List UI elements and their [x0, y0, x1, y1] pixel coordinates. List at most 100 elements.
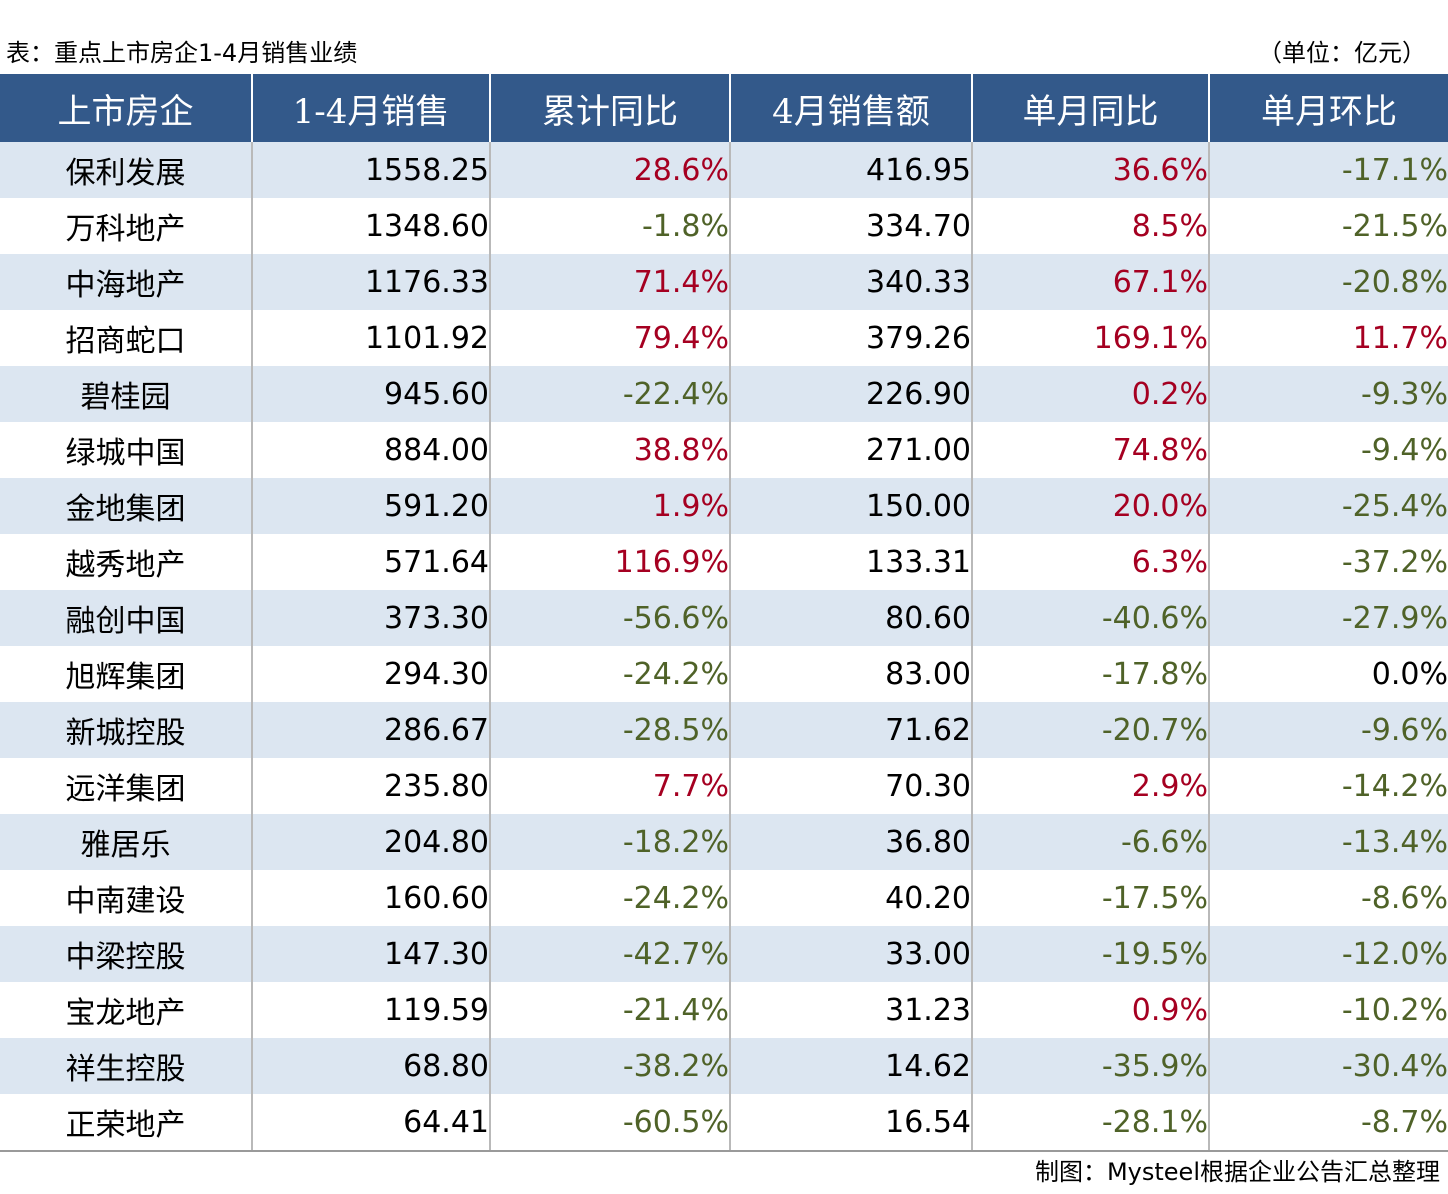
table-row: 宝龙地产 119.59 -21.4% 31.23 0.9% -10.2% [0, 982, 1448, 1038]
apr-sales-cell: 83.00 [729, 646, 972, 702]
apr-mom-cell: -13.4% [1208, 814, 1448, 870]
apr-yoy-cell: 8.5% [971, 198, 1209, 254]
ytd-sales-cell: 64.41 [251, 1094, 490, 1152]
ytd-sales-cell: 1176.33 [251, 254, 490, 310]
table-row: 新城控股 286.67 -28.5% 71.62 -20.7% -9.6% [0, 702, 1448, 758]
header-company: 上市房企 [0, 74, 252, 142]
apr-mom-cell: -9.3% [1208, 366, 1448, 422]
ytd-sales-cell: 884.00 [251, 422, 490, 478]
ytd-yoy-cell: -42.7% [489, 926, 730, 982]
apr-mom-cell: 0.0% [1208, 646, 1448, 702]
table-title: 表：重点上市房企1-4月销售业绩 [6, 39, 358, 67]
apr-yoy-cell: -19.5% [971, 926, 1209, 982]
apr-yoy-cell: -35.9% [971, 1038, 1209, 1094]
apr-mom-cell: -25.4% [1208, 478, 1448, 534]
unit-label: （单位：亿元） [1258, 39, 1426, 67]
company-cell: 宝龙地产 [0, 982, 252, 1038]
table-row: 保利发展 1558.25 28.6% 416.95 36.6% -17.1% [0, 142, 1448, 198]
ytd-sales-cell: 591.20 [251, 478, 490, 534]
ytd-yoy-cell: -22.4% [489, 366, 730, 422]
company-cell: 中梁控股 [0, 926, 252, 982]
apr-yoy-cell: 0.2% [971, 366, 1209, 422]
company-cell: 绿城中国 [0, 422, 252, 478]
table-row: 旭辉集团 294.30 -24.2% 83.00 -17.8% 0.0% [0, 646, 1448, 702]
apr-sales-cell: 16.54 [729, 1094, 972, 1152]
apr-sales-cell: 416.95 [729, 142, 972, 198]
ytd-yoy-cell: -24.2% [489, 870, 730, 926]
company-cell: 招商蛇口 [0, 310, 252, 366]
table-row: 越秀地产 571.64 116.9% 133.31 6.3% -37.2% [0, 534, 1448, 590]
table-caption: 表：重点上市房企1-4月销售业绩 （单位：亿元） [0, 34, 1448, 72]
apr-mom-cell: -20.8% [1208, 254, 1448, 310]
company-cell: 保利发展 [0, 142, 252, 198]
ytd-sales-cell: 204.80 [251, 814, 490, 870]
ytd-yoy-cell: 1.9% [489, 478, 730, 534]
ytd-yoy-cell: 71.4% [489, 254, 730, 310]
apr-sales-cell: 33.00 [729, 926, 972, 982]
table-row: 雅居乐 204.80 -18.2% 36.80 -6.6% -13.4% [0, 814, 1448, 870]
company-cell: 旭辉集团 [0, 646, 252, 702]
apr-mom-cell: 11.7% [1208, 310, 1448, 366]
header-apr-sales: 4月销售额 [729, 74, 972, 142]
source-note: 制图：Mysteel根据企业公告汇总整理 [1034, 1158, 1440, 1186]
apr-sales-cell: 31.23 [729, 982, 972, 1038]
ytd-yoy-cell: -1.8% [489, 198, 730, 254]
apr-yoy-cell: 20.0% [971, 478, 1209, 534]
apr-yoy-cell: -20.7% [971, 702, 1209, 758]
apr-sales-cell: 36.80 [729, 814, 972, 870]
table-row: 万科地产 1348.60 -1.8% 334.70 8.5% -21.5% [0, 198, 1448, 254]
table-row: 中梁控股 147.30 -42.7% 33.00 -19.5% -12.0% [0, 926, 1448, 982]
sales-table: 上市房企 1-4月销售 累计同比 4月销售额 单月同比 单月环比 保利发展 155… [0, 74, 1448, 1152]
company-cell: 中海地产 [0, 254, 252, 310]
apr-mom-cell: -30.4% [1208, 1038, 1448, 1094]
apr-yoy-cell: 0.9% [971, 982, 1209, 1038]
apr-mom-cell: -9.4% [1208, 422, 1448, 478]
apr-sales-cell: 150.00 [729, 478, 972, 534]
apr-sales-cell: 71.62 [729, 702, 972, 758]
apr-yoy-cell: 36.6% [971, 142, 1209, 198]
apr-sales-cell: 334.70 [729, 198, 972, 254]
table-row: 中海地产 1176.33 71.4% 340.33 67.1% -20.8% [0, 254, 1448, 310]
ytd-yoy-cell: -60.5% [489, 1094, 730, 1152]
ytd-yoy-cell: -21.4% [489, 982, 730, 1038]
company-cell: 碧桂园 [0, 366, 252, 422]
apr-yoy-cell: 6.3% [971, 534, 1209, 590]
apr-sales-cell: 340.33 [729, 254, 972, 310]
apr-yoy-cell: 169.1% [971, 310, 1209, 366]
apr-yoy-cell: -28.1% [971, 1094, 1209, 1152]
company-cell: 万科地产 [0, 198, 252, 254]
company-cell: 远洋集团 [0, 758, 252, 814]
table-row: 正荣地产 64.41 -60.5% 16.54 -28.1% -8.7% [0, 1094, 1448, 1152]
ytd-sales-cell: 571.64 [251, 534, 490, 590]
apr-sales-cell: 226.90 [729, 366, 972, 422]
table-row: 融创中国 373.30 -56.6% 80.60 -40.6% -27.9% [0, 590, 1448, 646]
table-row: 远洋集团 235.80 7.7% 70.30 2.9% -14.2% [0, 758, 1448, 814]
table-row: 碧桂园 945.60 -22.4% 226.90 0.2% -9.3% [0, 366, 1448, 422]
ytd-yoy-cell: -24.2% [489, 646, 730, 702]
table-row: 招商蛇口 1101.92 79.4% 379.26 169.1% 11.7% [0, 310, 1448, 366]
ytd-sales-cell: 286.67 [251, 702, 490, 758]
ytd-sales-cell: 1101.92 [251, 310, 490, 366]
ytd-sales-cell: 294.30 [251, 646, 490, 702]
apr-mom-cell: -9.6% [1208, 702, 1448, 758]
company-cell: 金地集团 [0, 478, 252, 534]
apr-sales-cell: 40.20 [729, 870, 972, 926]
apr-mom-cell: -27.9% [1208, 590, 1448, 646]
header-ytd-yoy: 累计同比 [489, 74, 730, 142]
table-row: 中南建设 160.60 -24.2% 40.20 -17.5% -8.6% [0, 870, 1448, 926]
apr-yoy-cell: 74.8% [971, 422, 1209, 478]
table-row: 绿城中国 884.00 38.8% 271.00 74.8% -9.4% [0, 422, 1448, 478]
header-row: 上市房企 1-4月销售 累计同比 4月销售额 单月同比 单月环比 [0, 74, 1448, 142]
ytd-yoy-cell: 116.9% [489, 534, 730, 590]
ytd-sales-cell: 119.59 [251, 982, 490, 1038]
apr-mom-cell: -8.6% [1208, 870, 1448, 926]
company-cell: 融创中国 [0, 590, 252, 646]
ytd-sales-cell: 235.80 [251, 758, 490, 814]
apr-mom-cell: -14.2% [1208, 758, 1448, 814]
apr-yoy-cell: -17.8% [971, 646, 1209, 702]
ytd-yoy-cell: 38.8% [489, 422, 730, 478]
apr-mom-cell: -12.0% [1208, 926, 1448, 982]
apr-mom-cell: -17.1% [1208, 142, 1448, 198]
apr-sales-cell: 133.31 [729, 534, 972, 590]
ytd-yoy-cell: -28.5% [489, 702, 730, 758]
